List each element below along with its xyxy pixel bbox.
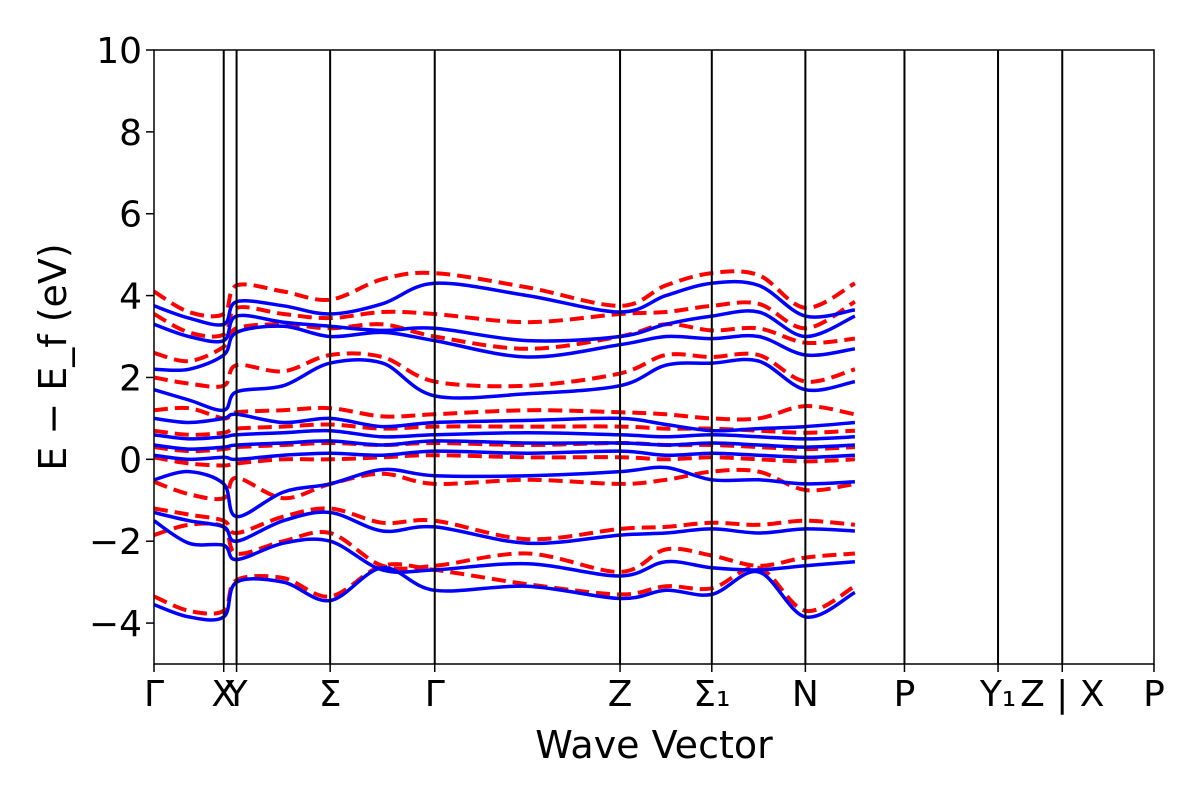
solid-band-11 (154, 279, 856, 327)
dashed-band-3 (154, 467, 856, 502)
y-tick-label: 0 (119, 440, 142, 481)
x-tick-label: Γ (144, 674, 164, 715)
x-tick-label: N (792, 674, 819, 715)
x-tick-label: Γ (425, 674, 445, 715)
x-tick-label: Σ (319, 674, 342, 715)
dashed-band-4 (154, 453, 855, 468)
y-tick-label: 8 (119, 113, 142, 154)
x-tick-label: Σ₁ (693, 674, 730, 715)
x-tick-label: Y (225, 674, 249, 715)
bands-layer (154, 269, 856, 622)
dashed-band-11 (154, 269, 856, 319)
solid-band-4 (154, 449, 855, 462)
y-axis-title: E − E_f (eV) (31, 243, 75, 471)
y-tick-label: 6 (119, 195, 142, 236)
x-tick-label: P (894, 674, 916, 715)
y-tick-label: −4 (89, 604, 142, 645)
dashed-band-5 (154, 441, 855, 454)
x-tick-label: Z | X (1020, 674, 1104, 715)
high-symmetry-lines (222, 50, 1064, 664)
solid-band-10 (154, 309, 856, 344)
y-tick-label: 2 (119, 358, 142, 399)
solid-band-5 (154, 439, 855, 451)
solid-band-9 (154, 324, 856, 373)
x-tick-label: Y₁ (979, 674, 1016, 715)
plot-frame (153, 49, 1155, 665)
x-axis-ticks: Γ XY Σ Γ Z Σ₁ N P Y₁ Z | X P (144, 664, 1165, 715)
solid-band-8 (154, 357, 856, 413)
x-tick-label: X (211, 674, 236, 715)
dashed-band-8 (154, 351, 856, 389)
dashed-band-1 (154, 521, 856, 574)
y-tick-label: 10 (96, 31, 142, 72)
solid-band-7 (154, 412, 856, 433)
x-tick-label: Z (608, 674, 633, 715)
dashed-band-9 (154, 322, 856, 364)
solid-band-3 (154, 465, 855, 519)
solid-band-6 (154, 428, 855, 441)
solid-band-0 (154, 566, 856, 622)
x-tick-label: P (1143, 674, 1165, 715)
dashed-band-2 (154, 506, 856, 542)
solid-band-1 (154, 519, 856, 578)
solid-band-2 (154, 510, 855, 546)
y-tick-label: 4 (119, 277, 142, 318)
y-axis-ticks: −4 −2 0 2 4 6 8 10 (89, 31, 154, 645)
y-tick-label: −2 (89, 522, 142, 563)
x-axis-title: Wave Vector (535, 723, 773, 767)
